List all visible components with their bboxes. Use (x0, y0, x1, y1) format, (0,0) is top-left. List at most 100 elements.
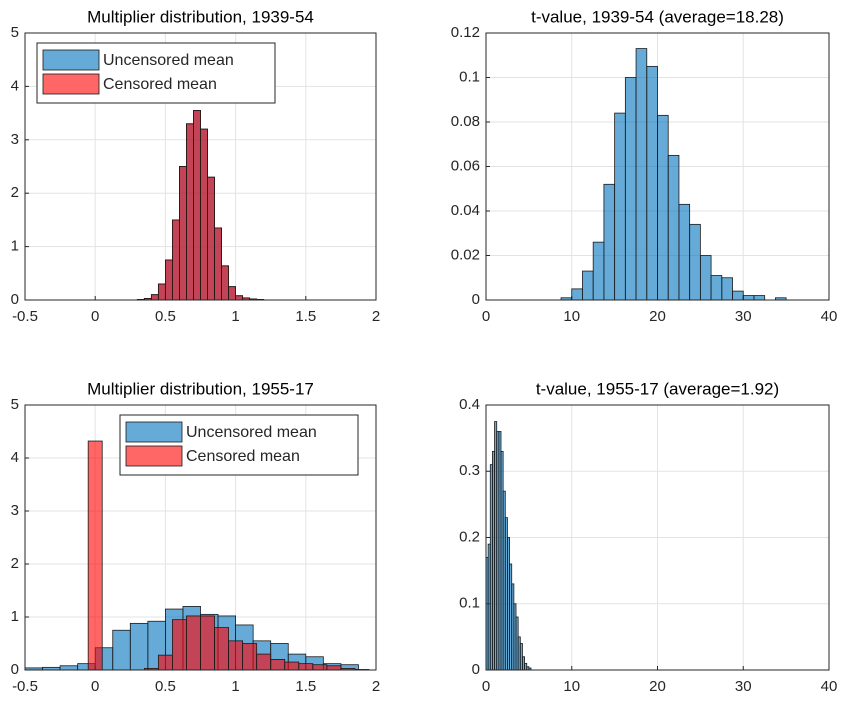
histogram-bar (200, 128, 208, 301)
histogram-bar (635, 48, 648, 301)
x-tick-label: 1 (231, 678, 239, 695)
y-tick-label: 2 (11, 555, 19, 572)
panel: Multiplier distribution, 1955-17-0.5 0 0.5… (11, 379, 381, 694)
histogram-bar (221, 265, 229, 301)
x-tick-label: 40 (821, 678, 838, 695)
x-tick-label: 1 (231, 308, 239, 325)
histogram-bar (603, 183, 616, 301)
legend-label: Uncensored mean (103, 52, 234, 69)
x-tick-label: 1.5 (295, 678, 316, 695)
x-tick-label: -0.5 (12, 678, 38, 695)
y-tick-label: 1 (11, 608, 19, 625)
x-tick-label: 30 (735, 308, 752, 325)
histogram-bar (228, 640, 244, 671)
y-tick-label: 0 (472, 291, 480, 308)
y-tick-label: 0 (11, 661, 19, 678)
legend-label: Uncensored mean (186, 424, 317, 441)
x-tick-label: 0 (482, 678, 490, 695)
y-tick-label: 0.08 (451, 113, 480, 130)
histogram-bar (753, 295, 766, 301)
histogram-bar (667, 154, 680, 301)
chart-title: t-value, 1955-17 (average=1.92) (536, 379, 779, 398)
histogram-bar (129, 622, 149, 671)
legend-label: Censored mean (186, 448, 300, 465)
y-tick-label: 3 (11, 131, 19, 148)
y-tick-label: 0.06 (451, 157, 480, 174)
legend: Uncensored mean Censored mean (119, 414, 359, 476)
y-tick-label: 3 (11, 502, 19, 519)
histogram-bar (657, 114, 669, 301)
x-tick-label: 0 (91, 308, 99, 325)
histogram-bar (284, 661, 300, 671)
y-tick-label: 0 (11, 291, 19, 308)
y-tick-label: 1 (11, 238, 19, 255)
histogram-bar (614, 112, 626, 301)
histogram-bar (298, 663, 314, 671)
axes-frame (485, 404, 830, 671)
histogram-bar (312, 664, 328, 671)
histogram-bar (207, 176, 215, 301)
histogram-bar (186, 123, 194, 301)
histogram-bar (699, 255, 712, 301)
chart-title: Multiplier distribution, 1939-54 (87, 7, 314, 26)
x-tick-label: 40 (821, 308, 838, 325)
histogram-bar (157, 654, 173, 671)
x-tick-label: -0.5 (12, 308, 38, 325)
y-tick-label: 0.1 (459, 68, 480, 85)
axes-frame (485, 32, 830, 301)
x-tick-label: 10 (563, 678, 580, 695)
x-tick-label: 10 (563, 308, 580, 325)
histogram-bar (571, 288, 583, 301)
histogram-bar (721, 277, 733, 301)
y-tick-label: 0.3 (459, 462, 480, 479)
histogram-bar (59, 665, 79, 671)
y-tick-label: 5 (11, 396, 19, 413)
y-tick-label: 0.1 (459, 595, 480, 612)
legend: Uncensored mean Censored mean (36, 42, 276, 104)
x-tick-label: 0 (91, 678, 99, 695)
legend-label: Censored mean (103, 76, 217, 93)
histogram-bar (87, 440, 103, 671)
chart-title: Multiplier distribution, 1955-17 (87, 379, 314, 398)
legend-swatch (42, 73, 100, 95)
histogram-bar (157, 283, 166, 301)
histogram-bar (214, 627, 229, 671)
histogram-bar (710, 275, 723, 301)
histogram-bar (164, 259, 173, 301)
axes-frame (24, 404, 377, 671)
histogram-bar (150, 294, 159, 301)
panel: t-value, 1939-54 (average=18.28) 0 10 20 30 4… (451, 7, 838, 324)
histogram-bar (732, 290, 744, 301)
x-tick-label: 1.5 (295, 308, 316, 325)
histogram-bar (256, 653, 272, 671)
axes-frame (24, 32, 377, 301)
histogram-bar (193, 110, 201, 301)
y-tick-label: 2 (11, 184, 19, 201)
histogram-bar (582, 270, 594, 301)
legend-swatch (125, 421, 183, 443)
histogram-bar (624, 77, 637, 301)
histogram-bar (112, 629, 131, 671)
x-tick-label: 2 (372, 678, 380, 695)
y-tick-label: 0.04 (451, 202, 480, 219)
x-tick-label: 0 (482, 308, 490, 325)
x-tick-label: 0.5 (155, 308, 176, 325)
histogram-bar (646, 65, 658, 301)
histogram-bar (200, 615, 215, 671)
histogram-bar (742, 295, 755, 301)
x-tick-label: 20 (649, 678, 666, 695)
histogram-bar (270, 659, 286, 671)
x-tick-label: 2 (372, 308, 380, 325)
y-tick-label: 0.4 (459, 396, 480, 413)
panel: t-value, 1955-17 (average=1.92) 0 10 20 30 40… (459, 379, 837, 694)
histogram-bar (235, 295, 244, 301)
histogram-bar (179, 166, 187, 301)
histogram-bar (326, 665, 342, 671)
legend-swatch (125, 445, 183, 467)
histogram-bar (172, 619, 187, 671)
x-tick-label: 0.5 (155, 678, 176, 695)
histogram-bar (214, 227, 222, 301)
y-tick-label: 0 (472, 661, 480, 678)
histogram-bar (592, 241, 605, 301)
histogram-bar (242, 643, 258, 671)
